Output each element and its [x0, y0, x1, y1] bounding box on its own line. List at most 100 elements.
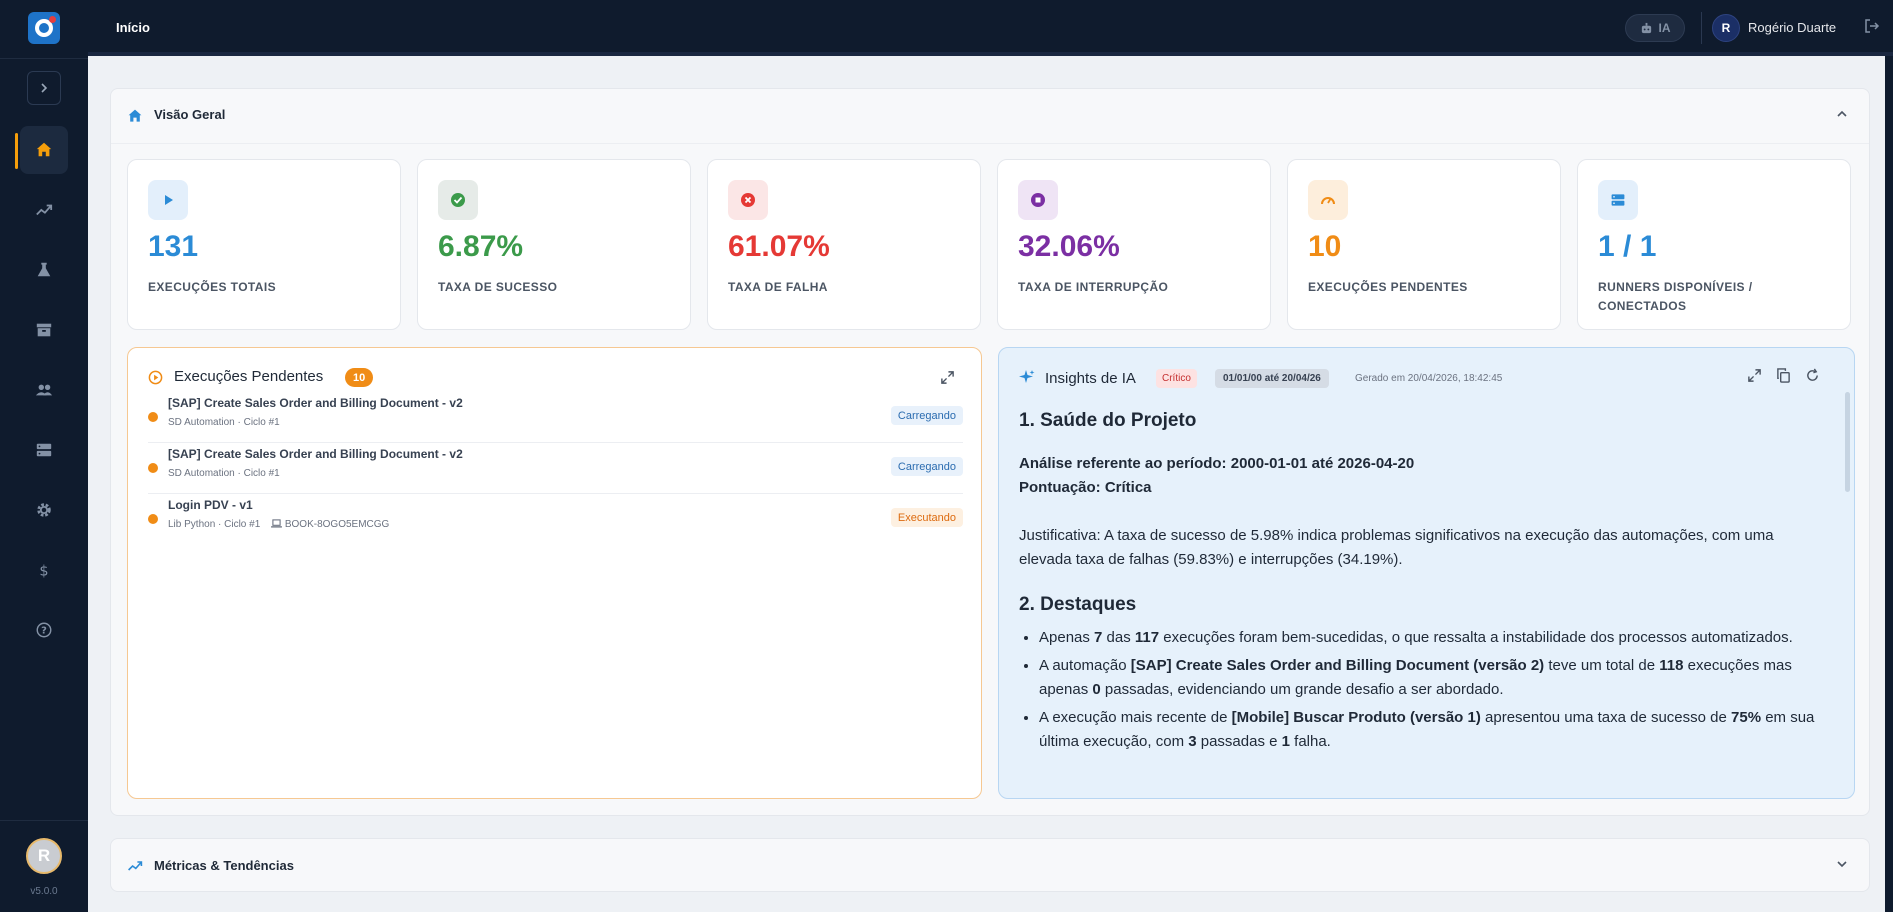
- status-badge: Carregando: [890, 457, 963, 476]
- stat-label: RUNNERS DISPONÍVEIS / CONECTADOS: [1598, 280, 1753, 313]
- chevron-right-icon: [41, 83, 48, 93]
- hl-text: passadas, evidenciando um grande desafio…: [1100, 681, 1504, 698]
- ai-actions: [1747, 368, 1820, 388]
- status-dot: [148, 514, 158, 524]
- hl-text: execuções mas apenas: [1039, 657, 1792, 698]
- server-icon: [36, 443, 52, 457]
- generated-timestamp: Gerado em 20/04/2026, 18:42:45: [1355, 373, 1503, 384]
- pending-executions-card: Execuções Pendentes 10 [SAP] Create Sale…: [127, 347, 982, 799]
- stat-icon-wrap: [438, 180, 478, 220]
- status-badge: Executando: [890, 508, 963, 527]
- stat-card-interruption-rate: 32.06% TAXA DE INTERRUPÇÃO: [997, 159, 1271, 330]
- logout-button[interactable]: [1864, 18, 1880, 39]
- hl-text: falha.: [1289, 733, 1331, 750]
- overview-collapse-button[interactable]: [1835, 107, 1849, 126]
- ai-scrollbar[interactable]: [1845, 392, 1850, 492]
- pending-title: Execuções Pendentes: [174, 368, 324, 385]
- stat-value: 61.07%: [728, 230, 830, 263]
- hl-bold: [Mobile] Buscar Produto (versão 1): [1231, 709, 1481, 726]
- sidebar-item-tests[interactable]: [20, 246, 68, 294]
- ai-content: 1. Saúde do Projeto Análise referente ao…: [1019, 410, 1824, 758]
- hl-text: execuções foram bem-sucedidas, o que res…: [1159, 629, 1793, 646]
- ia-button[interactable]: IA: [1625, 14, 1685, 42]
- hl-bold: 75%: [1731, 709, 1762, 726]
- sidebar-item-billing[interactable]: $: [20, 546, 68, 594]
- ia-button-label: IA: [1658, 21, 1671, 35]
- execution-meta: Lib Python · Ciclo #1 BOOK-8OGO5EMCGG: [168, 519, 389, 530]
- overview-panel: Visão Geral 131 EXECUÇÕES TOTAIS 6.87% T…: [110, 88, 1870, 816]
- sidebar-divider: [0, 58, 88, 59]
- sidebar-item-archive[interactable]: [20, 306, 68, 354]
- list-item: Apenas 7 das 117 execuções foram bem-suc…: [1039, 626, 1824, 650]
- ai-period-line: Análise referente ao período: 2000-01-01…: [1019, 455, 1415, 472]
- sidebar-item-users[interactable]: [20, 366, 68, 414]
- users-icon: [35, 384, 53, 396]
- logo-mark: [35, 16, 56, 37]
- ai-refresh-button[interactable]: [1805, 368, 1820, 388]
- list-item: A execução mais recente de [Mobile] Busc…: [1039, 706, 1824, 754]
- ai-expand-button[interactable]: [1747, 368, 1762, 388]
- avatar[interactable]: R: [26, 838, 62, 874]
- metrics-expand-button[interactable]: [1835, 857, 1849, 876]
- expand-icon: [941, 371, 954, 384]
- stat-card-runners: 1 / 1 RUNNERS DISPONÍVEIS / CONECTADOS: [1577, 159, 1851, 330]
- ai-justification: Justificativa: A taxa de sucesso de 5.98…: [1019, 527, 1774, 568]
- app-logo[interactable]: [28, 12, 60, 44]
- stat-label: TAXA DE FALHA: [728, 280, 828, 294]
- sidebar-item-settings[interactable]: [20, 486, 68, 534]
- status-badge: Carregando: [890, 406, 963, 425]
- x-circle-icon: [741, 193, 755, 207]
- hl-text: apresentou uma taxa de sucesso de: [1480, 709, 1732, 726]
- svg-text:$: $: [39, 563, 48, 579]
- hl-text: A automação: [1039, 657, 1131, 674]
- list-item[interactable]: [SAP] Create Sales Order and Billing Doc…: [148, 443, 963, 494]
- list-item[interactable]: Login PDV - v1 Lib Python · Ciclo #1 BOO…: [148, 494, 963, 545]
- sidebar: $ ? R v5.0.0: [0, 0, 88, 912]
- metrics-panel[interactable]: Métricas & Tendências: [110, 838, 1870, 892]
- sidebar-expand-button[interactable]: [27, 71, 61, 105]
- sidebar-item-home[interactable]: [20, 126, 68, 174]
- hl-bold: 118: [1659, 657, 1684, 674]
- gear-icon: [37, 503, 51, 517]
- hl-text: Apenas: [1039, 629, 1095, 646]
- trending-icon: [128, 861, 143, 871]
- hl-bold: 1: [1281, 733, 1290, 750]
- hl-text: passadas e: [1196, 733, 1282, 750]
- hl-text: A execução mais recente de: [1039, 709, 1232, 726]
- execution-name: [SAP] Create Sales Order and Billing Doc…: [168, 396, 463, 410]
- sidebar-item-help[interactable]: ?: [20, 606, 68, 654]
- stat-value: 1 / 1: [1598, 230, 1657, 263]
- list-item[interactable]: [SAP] Create Sales Order and Billing Doc…: [148, 392, 963, 443]
- pending-expand-button[interactable]: [940, 370, 955, 390]
- hl-bold: 0: [1092, 681, 1101, 698]
- status-dot: [148, 412, 158, 422]
- ai-highlights-list: Apenas 7 das 117 execuções foram bem-suc…: [1019, 626, 1824, 754]
- stat-card-success-rate: 6.87% TAXA DE SUCESSO: [417, 159, 691, 330]
- user-name[interactable]: Rogério Duarte: [1748, 20, 1837, 35]
- app-version: v5.0.0: [30, 886, 58, 897]
- stat-label: TAXA DE SUCESSO: [438, 280, 558, 294]
- execution-name: [SAP] Create Sales Order and Billing Doc…: [168, 447, 463, 461]
- stat-card-total-executions: 131 EXECUÇÕES TOTAIS: [127, 159, 401, 330]
- period-badge: 01/01/00 até 20/04/26: [1215, 369, 1329, 388]
- stat-value: 131: [148, 230, 199, 263]
- svg-text:?: ?: [41, 626, 47, 637]
- execution-meta: SD Automation · Ciclo #1: [168, 468, 280, 479]
- severity-badge: Crítico: [1156, 369, 1197, 388]
- stat-card-pending-executions: 10 EXECUÇÕES PENDENTES: [1287, 159, 1561, 330]
- ai-title: Insights de IA: [1045, 370, 1136, 387]
- sidebar-item-servers[interactable]: [20, 426, 68, 474]
- execution-meta: SD Automation · Ciclo #1: [168, 417, 280, 428]
- stat-card-failure-rate: 61.07% TAXA DE FALHA: [707, 159, 981, 330]
- hl-bold: 117: [1134, 629, 1160, 646]
- help-icon: ?: [36, 622, 52, 638]
- ai-copy-button[interactable]: [1776, 368, 1791, 388]
- chevron-down-icon: [1837, 861, 1847, 868]
- sidebar-active-indicator: [15, 133, 18, 169]
- sidebar-item-trends[interactable]: [20, 186, 68, 234]
- user-avatar[interactable]: R: [1712, 14, 1740, 42]
- flask-icon: [37, 262, 51, 277]
- laptop-icon: [271, 519, 282, 528]
- page-title: Início: [116, 20, 150, 35]
- sidebar-bottom-divider: [0, 820, 88, 821]
